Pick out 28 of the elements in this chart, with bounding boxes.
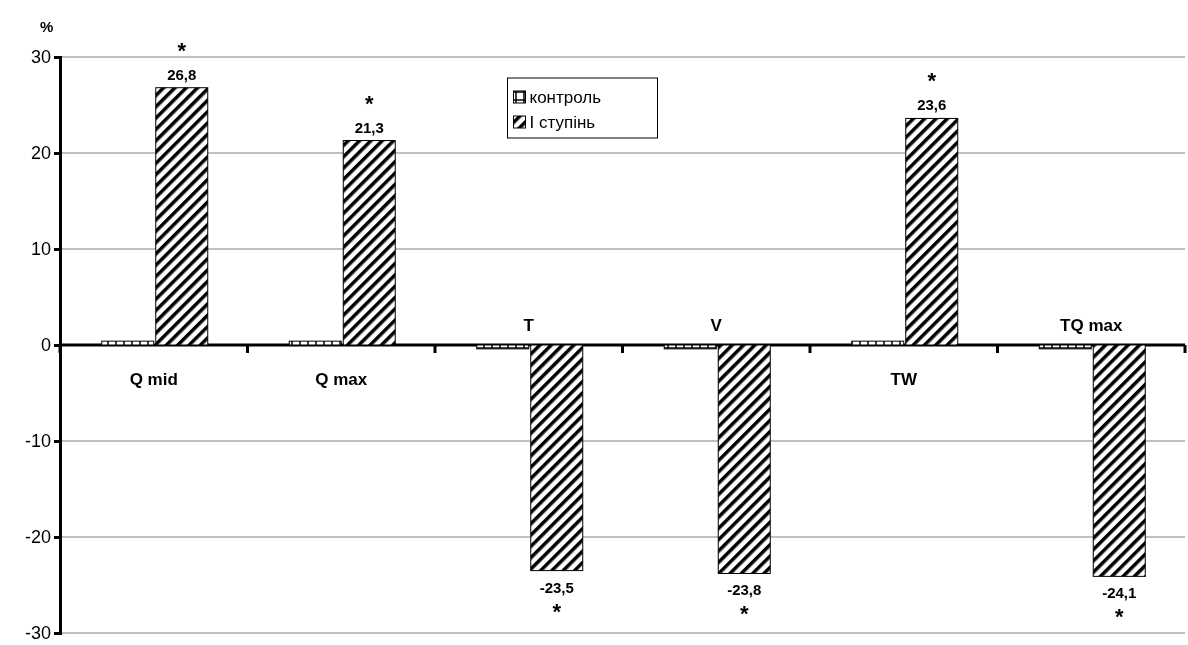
x-tick-label: TQ max [1060,316,1123,335]
annotation: * [552,598,562,624]
x-tick-label: T [523,316,535,335]
data-label: 23,6 [917,96,947,114]
y-tick-label: 20 [30,143,51,164]
y-tick-label: -30 [24,623,51,644]
legend-label: контроль [529,88,602,107]
data-label: 21,3 [354,118,384,136]
data-label: -24,1 [1102,584,1137,602]
x-tick-label: Q max [315,370,368,389]
y-tick-label: -20 [24,527,51,548]
y-tick-label: -10 [24,431,51,452]
data-label: 26,8 [167,65,197,83]
y-tick-label: 10 [30,239,51,260]
y-tick-label: 0 [40,335,51,356]
x-tick-label: TW [890,370,918,389]
annotation: * [927,68,937,94]
y-tick-label: 30 [30,47,51,68]
annotation: * [364,90,374,116]
annotation: * [177,37,187,63]
y-axis-title: % [40,18,54,35]
x-tick-label: V [710,316,723,335]
annotation: * [739,601,749,627]
legend-label: І ступінь [529,113,596,132]
annotation: * [1114,604,1124,630]
x-tick-label: Q mid [129,370,178,389]
data-label: -23,5 [539,578,574,596]
data-label: -23,8 [727,581,762,599]
